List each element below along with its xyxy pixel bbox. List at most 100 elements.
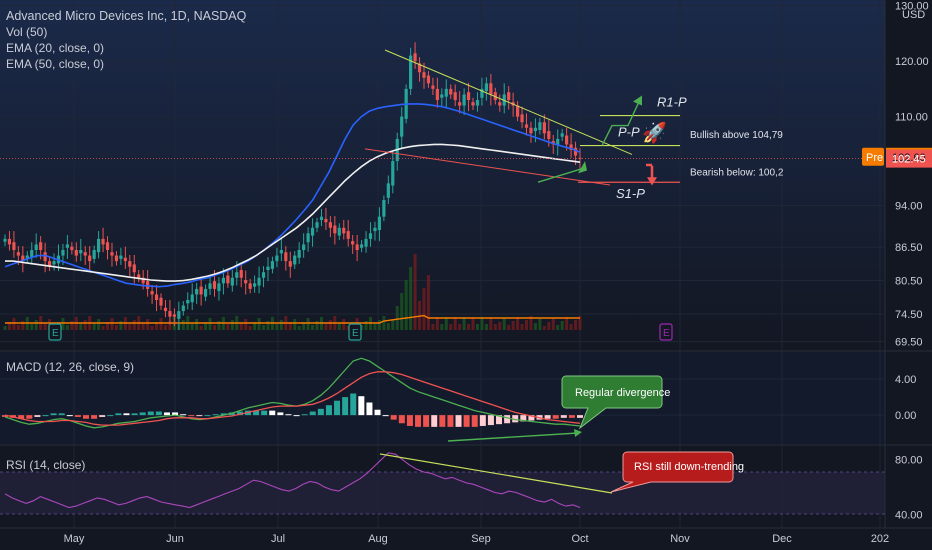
candle-body (119, 255, 123, 259)
macd-histogram-bar (415, 415, 422, 427)
volume-bar (279, 320, 283, 330)
candle-body (34, 244, 38, 250)
chart-title[interactable]: Advanced Micro Devices Inc, 1D, NASDAQ (6, 9, 247, 23)
volume-bar (195, 319, 199, 330)
macd-histogram-bar (520, 415, 527, 422)
candle-body (351, 241, 355, 245)
macd-divergence-arrow (574, 429, 582, 437)
candle-body (324, 218, 328, 223)
volume-bar (181, 320, 185, 330)
volume-bar (565, 317, 569, 330)
macd-histogram-bar (309, 411, 316, 416)
rsi-callout (610, 451, 734, 493)
macd-histogram-bar (560, 415, 567, 418)
volume-bar (391, 319, 395, 330)
volume-bar (444, 317, 448, 330)
volume-bar (257, 318, 261, 330)
candle-body (110, 252, 114, 256)
volume-bar (404, 280, 408, 330)
volume-bar (146, 319, 150, 330)
volume-bar (97, 319, 101, 330)
volume-bar (306, 318, 310, 330)
volume-bar (275, 324, 279, 330)
candle-body (150, 291, 154, 295)
candle-body (275, 255, 279, 262)
macd-label[interactable]: MACD (12, 26, close, 9) (6, 360, 135, 374)
macd-histogram-bar (139, 412, 146, 416)
macd-histogram-bar (293, 415, 300, 417)
candle-body (319, 216, 324, 220)
last-price-label: 102.45 (892, 154, 926, 166)
candle-body (146, 281, 150, 289)
x-tick-label: Jun (166, 533, 184, 545)
macd-histogram-bar (374, 409, 381, 416)
candle-body (413, 53, 417, 62)
macd-histogram-bar (42, 415, 49, 417)
macd-histogram-bar (188, 415, 195, 417)
price-tick-label: 69.50 (895, 337, 923, 349)
candle-body (377, 216, 382, 230)
rsi-pane-background (0, 446, 885, 528)
candle-body (97, 238, 101, 253)
volume-bar (529, 316, 533, 330)
candle-body (569, 144, 573, 150)
macd-histogram-bar (26, 415, 33, 419)
volume-bar (337, 323, 341, 330)
rsi-trendline (379, 453, 613, 494)
volume-bar (266, 321, 270, 330)
support-arrow-head (578, 161, 587, 174)
indicator-volume[interactable]: Vol (50) (6, 25, 48, 39)
volume-bar (400, 293, 404, 330)
macd-tick-label: 0.00 (895, 410, 916, 422)
volume-bar (533, 323, 537, 330)
indicator-ema20[interactable]: EMA (20, close, 0) (6, 41, 105, 55)
volume-bar (217, 321, 221, 330)
macd-histogram-bar (544, 415, 551, 419)
volume-bar (569, 324, 573, 330)
earnings-marker (659, 323, 673, 341)
volume-bar (440, 324, 444, 330)
volume-bar (431, 324, 435, 330)
volume-bar (342, 319, 346, 330)
volume-bar (141, 323, 145, 330)
volume-bar (382, 316, 386, 330)
candle-body (391, 161, 395, 186)
volume-bar (449, 324, 453, 330)
candle-body (208, 283, 212, 289)
volume-bar (114, 325, 118, 330)
macd-histogram-bar (180, 414, 187, 416)
indicator-ema50[interactable]: EMA (50, close, 0) (6, 57, 105, 71)
volume-bar (311, 325, 315, 330)
rsi-label[interactable]: RSI (14, close) (6, 458, 86, 472)
candle-body (538, 122, 542, 130)
volume-bar (302, 322, 306, 330)
candle-body (542, 122, 546, 134)
macd-histogram-bar (123, 413, 130, 416)
rsi-line (4, 452, 581, 509)
candle-body (524, 124, 529, 128)
volume-bar (480, 317, 484, 330)
candle-body (172, 314, 176, 317)
axes: May Jun Jul Aug Sep Oct Nov Dec 202 130.00 120.00 1… (64, 1, 932, 545)
lower-trendline (364, 148, 611, 186)
candle-body (221, 277, 226, 284)
pre-market-badge (862, 147, 884, 166)
macd-histogram-bar (58, 413, 65, 416)
macd-histogram-bar (479, 415, 486, 426)
macd-histogram-bar (577, 415, 583, 418)
volume-bar (163, 325, 167, 330)
volume-bar (462, 317, 466, 330)
volume-bar (43, 323, 47, 330)
volume-bar (507, 325, 511, 330)
pre-market-price: 102.60 (892, 152, 926, 164)
candle-body (163, 307, 168, 312)
macd-histogram-bar (528, 415, 535, 421)
volume-bar (458, 324, 462, 330)
macd-histogram-bar (552, 415, 559, 419)
candle-body (52, 261, 56, 265)
candle-body (302, 244, 306, 250)
candle-body (123, 257, 127, 262)
volume-bar (489, 317, 493, 330)
candle-body (293, 255, 297, 265)
